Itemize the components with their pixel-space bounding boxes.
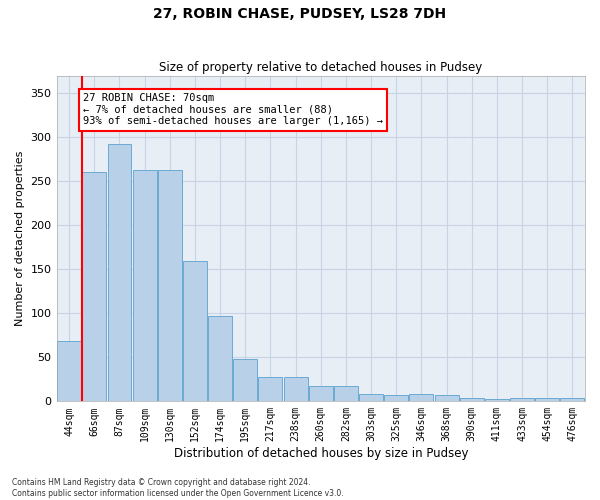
Bar	[259, 376, 283, 402]
Bar	[133, 170, 157, 402]
Bar	[233, 359, 257, 402]
Bar	[434, 395, 458, 402]
Bar	[409, 394, 433, 402]
Bar	[107, 144, 131, 402]
Bar	[57, 342, 81, 402]
Bar	[385, 395, 408, 402]
Bar	[359, 394, 383, 402]
Bar	[208, 316, 232, 402]
Bar	[284, 376, 308, 402]
Text: 27, ROBIN CHASE, PUDSEY, LS28 7DH: 27, ROBIN CHASE, PUDSEY, LS28 7DH	[154, 8, 446, 22]
Bar	[309, 386, 333, 402]
Bar	[535, 398, 559, 402]
Bar	[183, 260, 207, 402]
Bar	[510, 398, 534, 402]
Title: Size of property relative to detached houses in Pudsey: Size of property relative to detached ho…	[159, 62, 482, 74]
X-axis label: Distribution of detached houses by size in Pudsey: Distribution of detached houses by size …	[173, 447, 468, 460]
Bar	[560, 398, 584, 402]
Bar	[485, 398, 509, 402]
Bar	[82, 172, 106, 402]
Bar	[158, 170, 182, 402]
Bar	[334, 386, 358, 402]
Text: Contains HM Land Registry data © Crown copyright and database right 2024.
Contai: Contains HM Land Registry data © Crown c…	[12, 478, 344, 498]
Bar	[460, 398, 484, 402]
Y-axis label: Number of detached properties: Number of detached properties	[15, 151, 25, 326]
Text: 27 ROBIN CHASE: 70sqm
← 7% of detached houses are smaller (88)
93% of semi-detac: 27 ROBIN CHASE: 70sqm ← 7% of detached h…	[83, 94, 383, 126]
